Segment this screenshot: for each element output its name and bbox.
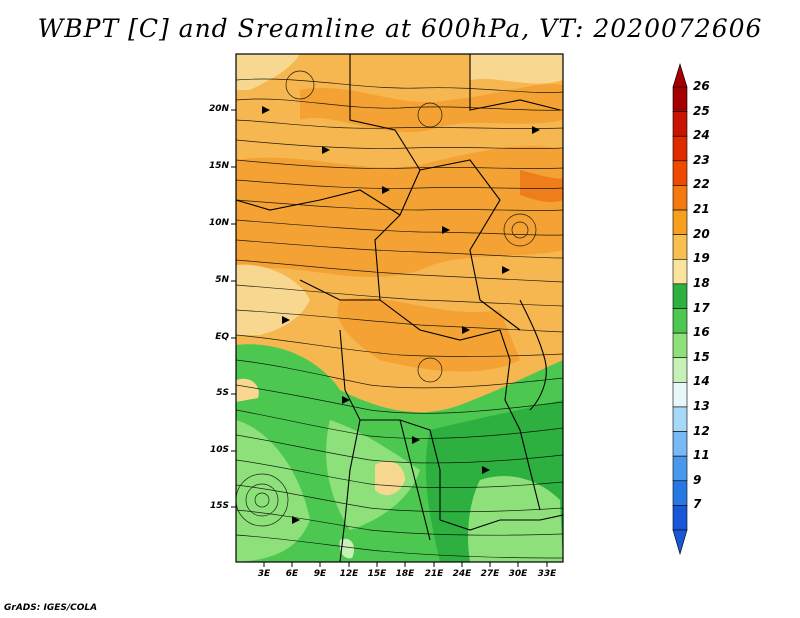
lat-label: 20N [208,104,229,114]
colorbar-swatch [672,234,688,260]
colorbar-max-arrow [672,62,688,88]
colorbar-swatch [672,406,688,432]
colorbar-swatch [672,382,688,408]
colorbar-label: 23 [693,152,710,167]
colorbar-label: 17 [693,300,710,315]
colorbar-swatch [672,431,688,457]
lon-label: 3E [257,569,271,579]
lon-label: 15E [367,569,387,579]
colorbar-label: 20 [693,226,710,241]
colorbar-label: 24 [693,128,710,143]
colorbar-swatch [672,357,688,383]
colorbar-label: 11 [693,448,710,463]
colorbar-label: 14 [693,374,710,389]
lon-label: 33E [537,569,557,579]
colorbar-swatch [672,86,688,112]
colorbar-swatch [672,135,688,162]
colorbar-label: 18 [693,275,710,290]
lat-label: 5N [215,275,229,285]
colorbar-label: 21 [693,202,710,217]
colorbar-swatch [672,455,688,482]
lon-label: 21E [424,569,444,579]
lat-label: 15S [209,501,229,511]
lon-label: 24E [452,569,472,579]
colorbar-label: 13 [693,398,710,413]
lon-label: 27E [480,569,500,579]
lon-label: 9E [313,569,327,579]
colorbar-label: 9 [693,472,702,487]
colorbar-min-arrow [672,529,688,556]
colorbar-label: 22 [693,177,710,192]
map-title: WBPT [C] and Sreamline at 600hPa, VT: 20… [37,14,763,43]
wbpt-field [236,54,563,562]
colorbar-swatch [672,308,688,334]
colorbar-label: 16 [693,325,710,340]
colorbar-swatch [672,160,688,186]
lat-label: 5S [216,388,229,398]
colorbar-label: 19 [693,251,710,266]
colorbar-label: 12 [693,423,710,438]
lon-label: 30E [508,569,528,579]
colorbar-label: 26 [693,79,710,93]
colorbar-swatch [672,185,688,211]
credit-text: GrADS: IGES/COLA [4,603,98,613]
colorbar-swatch [672,283,688,309]
colorbar-label: 7 [693,497,702,512]
colorbar-swatch [672,480,688,506]
lon-label: 6E [285,569,299,579]
colorbar-swatch [672,111,688,137]
colorbar-swatch [672,505,688,531]
colorbar-swatch [672,258,688,285]
lon-label: 18E [395,569,415,579]
colorbar [672,62,688,556]
colorbar-label: 15 [693,349,710,364]
lon-label: 12E [339,569,359,579]
colorbar-label: 25 [693,103,710,118]
colorbar-swatch [672,332,688,359]
lat-label: 15N [208,161,229,171]
lat-label: 10N [208,218,229,228]
lat-label: 10S [209,445,229,455]
lat-label: EQ [215,332,229,342]
colorbar-swatch [672,209,688,235]
map-frame [235,53,564,563]
